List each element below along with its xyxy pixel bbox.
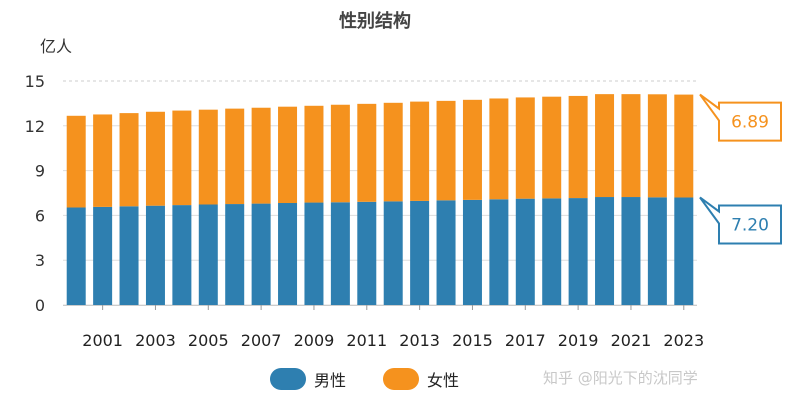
- callout-box: [699, 93, 782, 142]
- y-tick-label: 3: [35, 251, 45, 270]
- x-tick-label: 2019: [558, 331, 599, 350]
- callouts: 6.89 7.20: [699, 93, 782, 245]
- y-tick-label: 0: [35, 296, 45, 315]
- legend-label: 女性: [427, 371, 459, 390]
- legend-swatch: [383, 368, 419, 390]
- bar-女性-2007: [251, 107, 271, 204]
- bar-女性-2015: [462, 99, 482, 200]
- bar-男性-2021: [621, 197, 641, 305]
- bar-女性-2006: [225, 108, 245, 205]
- bar-女性-2001: [93, 114, 113, 207]
- bar-男性-2003: [145, 205, 165, 305]
- x-tick-label: 2005: [188, 331, 229, 350]
- bar-男性-2010: [330, 202, 350, 305]
- bar-男性-2023: [674, 197, 694, 305]
- legend: 男性 女性: [270, 368, 459, 390]
- x-tick-label: 2015: [452, 331, 493, 350]
- bar-女性-2004: [172, 110, 192, 206]
- bar-女性-2016: [489, 98, 509, 200]
- bar-女性-2019: [568, 95, 588, 199]
- bar-女性-2008: [278, 106, 298, 204]
- x-axis-ticks: 2001 2003 2005 2007 2009 2011 2013 2015 2017 2019…: [82, 305, 704, 350]
- bar-女性-2014: [436, 100, 456, 201]
- bar-男性-2002: [119, 206, 139, 305]
- bar-男性-2001: [93, 206, 113, 305]
- callout-box: [699, 196, 782, 245]
- bar-男性-2022: [647, 197, 667, 305]
- bar-男性-2014: [436, 200, 456, 305]
- y-axis-unit: 亿人: [40, 37, 72, 56]
- legend-label: 男性: [314, 371, 346, 390]
- gridlines: [63, 80, 697, 306]
- watermark: 知乎 @阳光下的沈同学: [543, 369, 698, 387]
- y-axis-ticks: 0 3 6 9 12 15: [25, 72, 45, 315]
- bar-男性-2019: [568, 198, 588, 305]
- bar-女性-2023: [674, 94, 694, 198]
- bar-男性-2007: [251, 203, 271, 305]
- x-tick-label: 2021: [611, 331, 652, 350]
- x-tick-label: 2007: [241, 331, 282, 350]
- x-tick-label: 2001: [82, 331, 123, 350]
- bar-女性-2012: [383, 102, 403, 202]
- x-tick-label: 2011: [346, 331, 387, 350]
- x-tick-label: 2023: [663, 331, 704, 350]
- x-tick-label: 2003: [135, 331, 176, 350]
- y-tick-label: 6: [35, 206, 45, 225]
- y-tick-label: 12: [25, 117, 45, 136]
- legend-swatch: [270, 368, 306, 390]
- x-tick-label: 2009: [294, 331, 335, 350]
- bar-男性-2015: [462, 199, 482, 305]
- bar-男性-2012: [383, 201, 403, 305]
- bar-男性-2018: [542, 198, 562, 305]
- bar-男性-2000: [66, 207, 86, 305]
- chart-title: 性别结构: [339, 10, 411, 32]
- bar-男性-2016: [489, 199, 509, 305]
- bar-男性-2011: [357, 201, 377, 305]
- bar-女性-2009: [304, 105, 324, 203]
- callout-label: 6.89: [731, 113, 769, 133]
- bar-女性-2018: [542, 96, 562, 199]
- bar-女性-2000: [66, 115, 86, 208]
- bar-男性-2017: [515, 198, 535, 305]
- bar-男性-2009: [304, 202, 324, 305]
- bar-女性-2021: [621, 94, 641, 198]
- bar-女性-2003: [145, 111, 165, 206]
- bar-女性-2013: [410, 101, 430, 201]
- y-tick-label: 15: [25, 72, 45, 91]
- bar-男性-2005: [198, 204, 218, 305]
- bar-女性-2005: [198, 109, 218, 205]
- x-tick-label: 2017: [505, 331, 546, 350]
- bar-女性-2022: [647, 94, 667, 198]
- bars: [66, 94, 694, 305]
- bar-女性-2002: [119, 113, 139, 207]
- bar-男性-2004: [172, 205, 192, 305]
- bar-女性-2011: [357, 103, 377, 202]
- bar-男性-2020: [595, 197, 615, 305]
- bar-男性-2008: [278, 203, 298, 305]
- bar-男性-2013: [410, 200, 430, 305]
- bar-女性-2020: [595, 94, 615, 198]
- bar-男性-2006: [225, 204, 245, 305]
- bar-女性-2010: [330, 104, 350, 203]
- bar-女性-2017: [515, 97, 535, 199]
- x-tick-label: 2013: [399, 331, 440, 350]
- callout-label: 7.20: [731, 215, 769, 235]
- y-tick-label: 9: [35, 162, 45, 181]
